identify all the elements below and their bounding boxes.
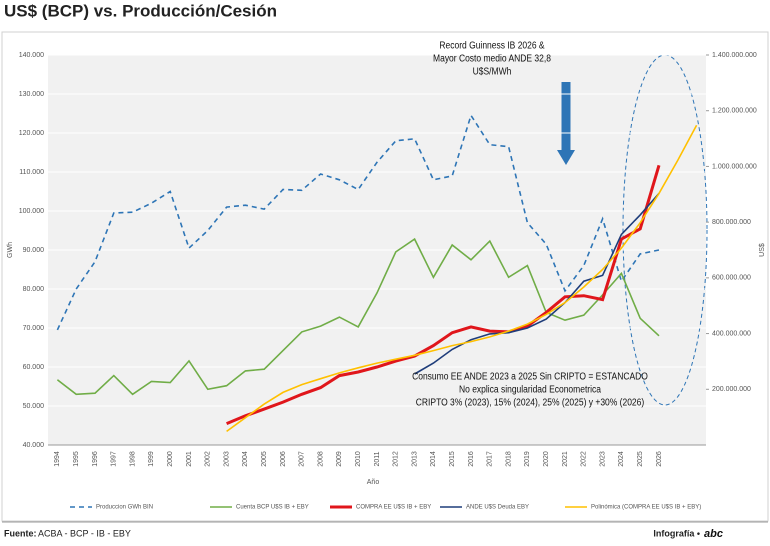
y2-tick-label: 1.400.000.000 bbox=[712, 52, 757, 59]
legend-label: COMPRA EE U$S IB + EBY bbox=[356, 505, 431, 511]
x-tick-label: 2020 bbox=[543, 451, 550, 467]
annotation: Record Guinness IB 2026 & bbox=[439, 40, 545, 51]
x-tick-label: 1996 bbox=[92, 451, 99, 467]
y-axis-label: GWh bbox=[7, 242, 14, 258]
x-tick-label: 2014 bbox=[430, 451, 437, 467]
y-tick-label: 140.000 bbox=[19, 52, 44, 59]
y2-tick-label: 600.000.000 bbox=[712, 275, 751, 282]
credit: Infografía • bbox=[653, 528, 700, 538]
legend-label: Polinómica (COMPRA EE U$S IB + EBY) bbox=[591, 505, 701, 511]
x-tick-label: 2007 bbox=[299, 451, 306, 467]
x-tick-label: 2010 bbox=[355, 451, 362, 467]
x-tick-label: 1997 bbox=[111, 451, 118, 467]
y-tick-label: 40.000 bbox=[23, 442, 45, 449]
x-tick-label: 2025 bbox=[637, 451, 644, 467]
series-line bbox=[56, 113, 660, 331]
x-tick-label: 1998 bbox=[129, 451, 136, 467]
y-tick-label: 100.000 bbox=[19, 208, 44, 215]
x-tick-label: 2011 bbox=[374, 451, 381, 466]
x-tick-label: 2008 bbox=[317, 451, 324, 467]
x-tick-label: 2015 bbox=[449, 451, 456, 467]
x-tick-label: 1995 bbox=[73, 451, 80, 467]
series-line bbox=[226, 164, 661, 425]
y-tick-label: 60.000 bbox=[23, 364, 45, 371]
y2-tick-label: 200.000.000 bbox=[712, 386, 751, 393]
logo: abc bbox=[704, 528, 723, 540]
annotation: Mayor Costo medio ANDE 32,8 bbox=[433, 53, 551, 64]
annotation: No explica singularidad Econometrica bbox=[459, 384, 602, 395]
y2-tick-label: 1.200.000.000 bbox=[712, 108, 757, 115]
y2-tick-label: 1.000.000.000 bbox=[712, 163, 757, 170]
x-tick-label: 1999 bbox=[148, 451, 155, 467]
x-tick-label: 2004 bbox=[242, 451, 249, 467]
annotation: Consumo EE ANDE 2023 a 2025 Sin CRIPTO =… bbox=[412, 371, 648, 382]
y2-axis-label: US$ bbox=[759, 243, 766, 257]
y-tick-label: 80.000 bbox=[23, 286, 45, 293]
x-tick-label: 2009 bbox=[336, 451, 343, 467]
source: ACBA - BCP - IB - EBY bbox=[38, 528, 131, 538]
x-tick-label: 2013 bbox=[411, 451, 418, 467]
x-tick-label: 2002 bbox=[205, 451, 212, 467]
chart-title: US$ (BCP) vs. Producción/Cesión bbox=[4, 1, 277, 20]
x-tick-label: 2000 bbox=[167, 451, 174, 467]
x-tick-label: 2005 bbox=[261, 451, 268, 467]
x-tick-label: 2012 bbox=[393, 451, 400, 467]
x-tick-label: 2001 bbox=[186, 451, 193, 467]
source-label: Fuente: bbox=[4, 528, 37, 538]
x-tick-label: 2018 bbox=[505, 451, 512, 467]
series-line bbox=[56, 237, 660, 396]
arrow-head bbox=[557, 150, 575, 165]
x-tick-label: 2021 bbox=[562, 451, 569, 467]
x-tick-label: 2003 bbox=[223, 451, 230, 467]
legend-label: Cuenta BCP U$S IB + EBY bbox=[236, 505, 309, 511]
x-tick-label: 1994 bbox=[54, 451, 61, 467]
x-tick-label: 2017 bbox=[487, 451, 494, 467]
x-tick-label: 2023 bbox=[599, 451, 606, 467]
annotation: U$S/MWh bbox=[473, 66, 512, 77]
series-line bbox=[414, 192, 660, 375]
y-tick-label: 90.000 bbox=[23, 247, 45, 254]
y-tick-label: 70.000 bbox=[23, 325, 45, 332]
legend-label: Produccion GWh BIN bbox=[96, 505, 153, 511]
series-line bbox=[226, 124, 698, 433]
y-tick-label: 120.000 bbox=[19, 130, 44, 137]
y-tick-label: 110.000 bbox=[19, 169, 44, 176]
y-tick-label: 130.000 bbox=[19, 91, 44, 98]
x-tick-label: 2019 bbox=[524, 451, 531, 467]
x-tick-label: 2024 bbox=[618, 451, 625, 467]
annotation: CRIPTO 3% (2023), 15% (2024), 25% (2025)… bbox=[416, 397, 644, 408]
y2-tick-label: 800.000.000 bbox=[712, 219, 751, 226]
x-tick-label: 2022 bbox=[581, 451, 588, 467]
x-axis-label: Año bbox=[367, 479, 380, 486]
x-tick-label: 2026 bbox=[656, 451, 663, 467]
y2-tick-label: 400.000.000 bbox=[712, 330, 751, 337]
legend-label: ANDE U$S Deuda EBY bbox=[466, 505, 529, 511]
x-tick-label: 2016 bbox=[468, 451, 475, 467]
x-tick-label: 2006 bbox=[280, 451, 287, 467]
y-tick-label: 50.000 bbox=[23, 403, 45, 410]
